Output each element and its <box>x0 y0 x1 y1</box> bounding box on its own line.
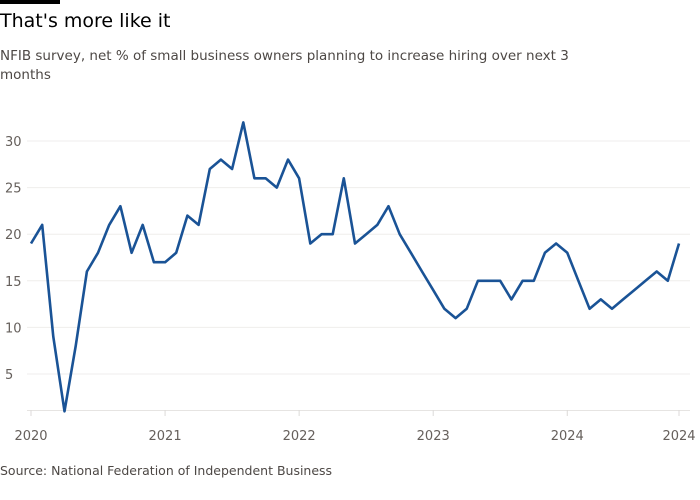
y-tick-label: 5 <box>5 368 13 383</box>
x-tick-label: 2022 <box>283 429 316 444</box>
y-tick-label: 25 <box>5 182 22 197</box>
chart-subtitle: NFIB survey, net % of small business own… <box>0 48 569 83</box>
source-note: Source: National Federation of Independe… <box>0 463 333 478</box>
brand-bar <box>0 0 60 4</box>
x-tick-label: 2021 <box>149 429 182 444</box>
x-tick-label: 2024 <box>551 429 584 444</box>
y-tick-label: 30 <box>5 135 22 150</box>
chart-title: That's more like it <box>0 10 171 32</box>
y-tick-label: 15 <box>5 275 22 290</box>
y-tick-label: 10 <box>5 321 22 336</box>
x-tick-label: 2023 <box>417 429 450 444</box>
y-tick-label: 20 <box>5 228 22 243</box>
x-tick-label: 2020 <box>14 429 47 444</box>
series-line <box>29 121 681 413</box>
x-tick-label: 2024 <box>662 429 695 444</box>
